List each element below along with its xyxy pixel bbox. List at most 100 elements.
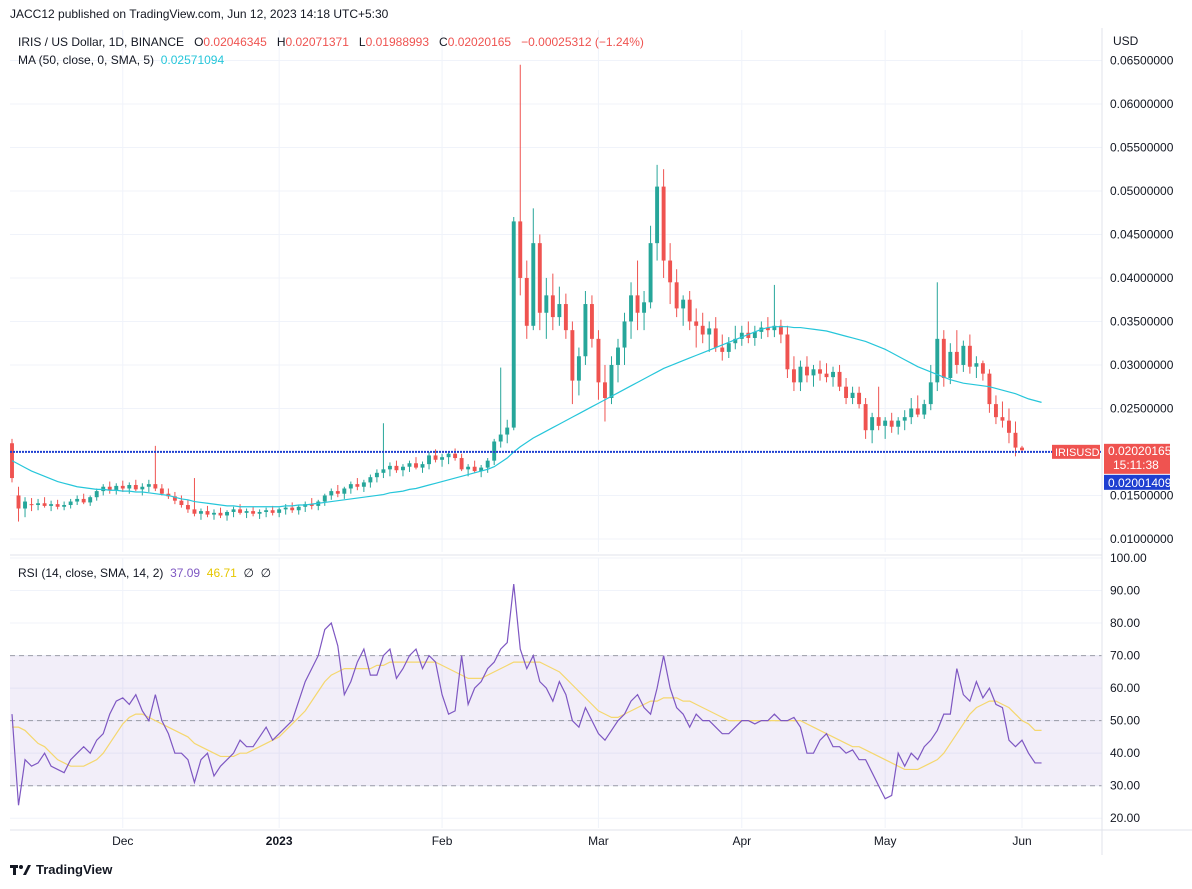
candle-body	[850, 392, 855, 399]
candle-body	[407, 463, 412, 467]
candle-body	[831, 371, 835, 378]
low-value: 0.01988993	[365, 35, 430, 49]
symbol-tag-label: IRISUSD	[1055, 447, 1100, 459]
price-tick-label: 0.01500000	[1110, 488, 1174, 502]
price-tick-label: 0.03000000	[1110, 358, 1174, 372]
candle-body	[270, 510, 275, 513]
candle-body	[238, 509, 243, 513]
candle-body	[883, 420, 888, 426]
ma-series-line	[11, 326, 1042, 508]
candle-body	[954, 351, 959, 365]
rsi-div2: ∅	[260, 566, 272, 580]
symbol-legend[interactable]: IRIS / US Dollar, 1D, BINANCE O0.0204634…	[18, 35, 644, 49]
candle-body	[889, 420, 894, 427]
candle-body	[218, 512, 223, 516]
candle-body	[225, 511, 229, 516]
candle-body	[629, 295, 633, 322]
candle-body	[1007, 420, 1011, 433]
candle-body	[140, 486, 145, 490]
candle-body	[837, 371, 842, 387]
candle-body	[876, 417, 881, 426]
rsi-legend[interactable]: RSI (14, close, SMA, 14, 2) 37.09 46.71 …	[18, 566, 271, 580]
candle-body	[726, 343, 731, 352]
rsi-tick-label: 40.00	[1110, 746, 1140, 760]
candle-body	[648, 243, 653, 303]
candle-body	[290, 507, 295, 511]
price-tick-label: 0.05500000	[1110, 140, 1174, 154]
candle-body	[387, 465, 392, 470]
candle-body	[752, 331, 757, 338]
candle-body	[257, 511, 262, 514]
candle-body	[974, 363, 979, 367]
candle-body	[922, 404, 927, 415]
time-tick-label: 2023	[266, 834, 293, 848]
candle-body	[414, 463, 418, 468]
price-tick-label: 0.03500000	[1110, 314, 1174, 328]
candle-body	[159, 488, 164, 494]
candle-body	[681, 299, 686, 309]
candle-body	[915, 408, 920, 415]
candle-body	[251, 511, 256, 514]
candle-body	[36, 503, 41, 506]
candle-body	[589, 304, 594, 339]
rsi-value: 37.09	[170, 566, 201, 580]
candle-body	[466, 466, 471, 470]
candle-body	[264, 510, 269, 512]
low-label: L	[358, 35, 366, 49]
candle-body	[622, 321, 627, 348]
line-price-tag-bg	[1104, 474, 1170, 490]
candle-body	[355, 484, 360, 487]
candle-body	[62, 505, 67, 507]
candle-body	[335, 491, 340, 494]
candle-body	[642, 302, 647, 313]
candle-body	[368, 477, 373, 483]
candle-body	[583, 304, 588, 357]
time-tick-label: Apr	[732, 834, 751, 848]
candle-body	[75, 498, 80, 502]
open-label: O	[194, 35, 204, 49]
rsi-tick-label: 100.00	[1110, 551, 1147, 565]
time-tick-label: May	[874, 834, 897, 848]
candle-body	[42, 503, 47, 506]
candle-body	[322, 495, 327, 502]
time-tick-label: Mar	[588, 834, 609, 848]
candle-body	[348, 484, 353, 489]
price-tick-label: 0.04000000	[1110, 271, 1174, 285]
candle-body	[616, 347, 620, 365]
candle-body	[609, 364, 614, 399]
candle-body	[805, 366, 809, 376]
candle-body	[902, 417, 907, 421]
candle-body	[433, 455, 438, 460]
candle-body	[277, 509, 282, 513]
candle-body	[231, 509, 236, 512]
rsi-tick-label: 70.00	[1110, 649, 1140, 663]
candle-body	[576, 356, 581, 381]
time-tick-label: Feb	[432, 834, 453, 848]
rsi-tick-label: 50.00	[1110, 714, 1140, 728]
tradingview-footer[interactable]: TradingView	[10, 862, 112, 877]
candle-body	[453, 453, 458, 459]
symbol-tag-bg	[1052, 444, 1100, 459]
candle-body	[811, 369, 816, 376]
candle-body	[192, 509, 197, 514]
rsi-sma-line	[12, 661, 1042, 771]
candle-body	[655, 186, 660, 244]
candle-body	[427, 455, 431, 465]
candle-body	[120, 485, 125, 489]
candle-body	[772, 325, 777, 331]
candle-body	[967, 345, 972, 367]
price-tick-label: 0.04500000	[1110, 227, 1174, 241]
rsi-tick-label: 30.00	[1110, 779, 1140, 793]
price-tick-label: 0.06000000	[1110, 97, 1174, 111]
candle-body	[765, 327, 770, 331]
rsi-band	[10, 655, 1102, 787]
candle-body	[537, 243, 542, 313]
candle-body	[720, 347, 725, 352]
countdown-label: 15:11:38	[1113, 458, 1159, 472]
candle-body	[544, 295, 549, 313]
ma-legend[interactable]: MA (50, close, 0, SMA, 5) 0.02571094	[18, 53, 224, 67]
candle-body	[68, 501, 73, 506]
candle-body	[420, 464, 425, 468]
candle-body	[785, 334, 790, 370]
